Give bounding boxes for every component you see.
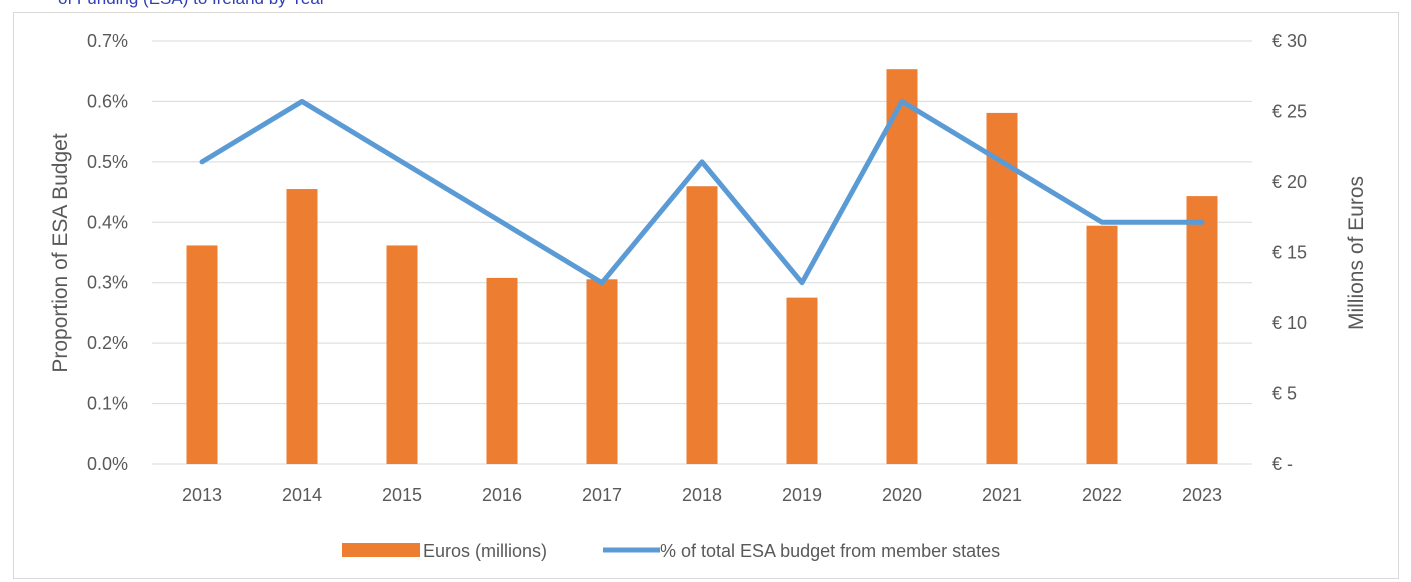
x-tick-label: 2015 (382, 485, 422, 505)
legend: Euros (millions) % of total ESA budget f… (342, 541, 1000, 561)
x-tick-label: 2017 (582, 485, 622, 505)
left-tick-label: 0.4% (87, 212, 128, 232)
bar-series (186, 69, 1218, 465)
right-axis-ticks: € - € 5 € 10 € 15 € 20 € 25 € 30 (1272, 31, 1307, 474)
bar (786, 297, 818, 464)
right-axis-title: Millions of Euros (1345, 176, 1368, 330)
bar (586, 279, 618, 464)
x-tick-label: 2019 (782, 485, 822, 505)
left-tick-label: 0.6% (87, 91, 128, 111)
bar (486, 277, 518, 464)
left-axis-title: Proportion of ESA Budget (49, 133, 72, 372)
chart-title-fragment: of Funding (ESA) to Ireland by Year (58, 0, 325, 9)
x-tick-label: 2020 (882, 485, 922, 505)
right-tick-label: € 15 (1272, 243, 1307, 263)
right-tick-label: € 10 (1272, 313, 1307, 333)
bar (1086, 225, 1118, 464)
left-tick-label: 0.2% (87, 333, 128, 353)
legend-bar-label: Euros (millions) (423, 541, 547, 561)
bar (986, 112, 1018, 464)
right-tick-label: € 30 (1272, 31, 1307, 51)
bar (886, 69, 918, 464)
left-tick-label: 0.3% (87, 273, 128, 293)
x-tick-label: 2014 (282, 485, 322, 505)
line-series (199, 98, 1205, 286)
left-tick-label: 0.7% (87, 31, 128, 51)
x-tick-label: 2023 (1182, 485, 1222, 505)
left-tick-label: 0.5% (87, 152, 128, 172)
x-tick-label: 2022 (1082, 485, 1122, 505)
right-tick-label: € - (1272, 454, 1293, 474)
left-tick-label: 0.0% (87, 454, 128, 474)
legend-bar-swatch (342, 543, 420, 557)
legend-line-label: % of total ESA budget from member states (660, 541, 1000, 561)
x-tick-label: 2013 (182, 485, 222, 505)
x-tick-label: 2016 (482, 485, 522, 505)
bar (386, 245, 418, 464)
x-axis-ticks: 2013 2014 2015 2016 2017 2018 2019 2020 2021 2022… (182, 485, 1222, 505)
right-tick-label: € 25 (1272, 102, 1307, 122)
bar (186, 245, 218, 464)
left-tick-label: 0.1% (87, 394, 128, 414)
bar (1186, 196, 1218, 464)
x-tick-label: 2021 (982, 485, 1022, 505)
right-tick-label: € 20 (1272, 172, 1307, 192)
right-tick-label: € 5 (1272, 384, 1297, 404)
bar (686, 186, 718, 465)
chart-frame (13, 12, 1399, 579)
series-line (199, 98, 1205, 286)
x-tick-label: 2018 (682, 485, 722, 505)
left-axis-ticks: 0.0% 0.1% 0.2% 0.3% 0.4% 0.5% 0.6% 0.7% (87, 31, 128, 474)
bar (286, 189, 318, 465)
